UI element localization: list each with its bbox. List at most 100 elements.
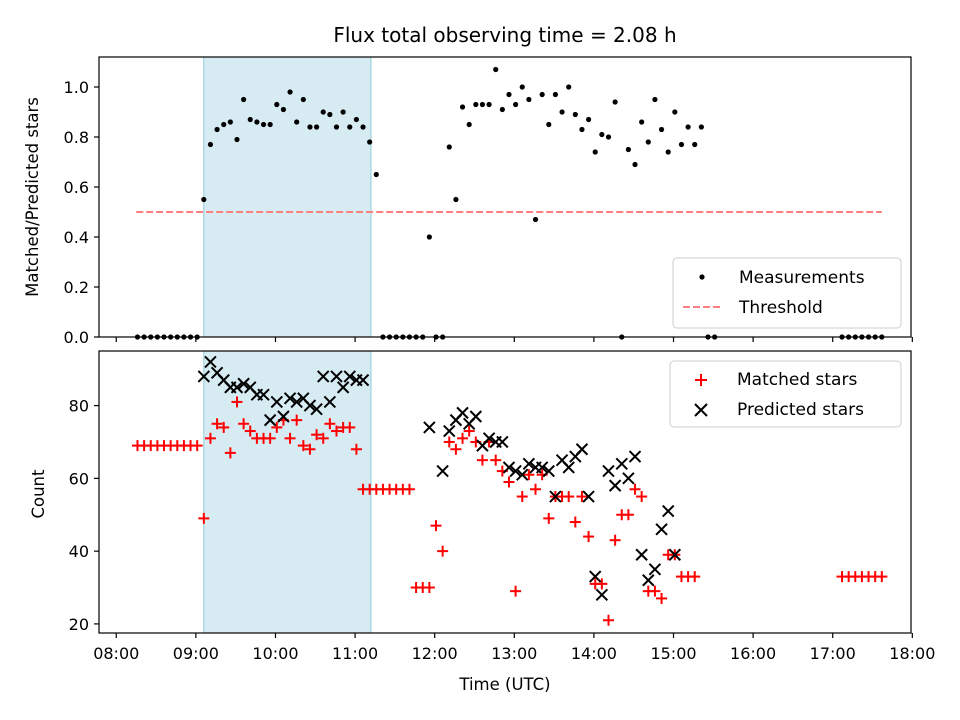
measurement-point <box>486 101 492 108</box>
top-x-ticks <box>115 337 913 342</box>
top-legend: Measurements Threshold <box>672 257 902 329</box>
measurement-point <box>665 149 671 155</box>
x-tick-label: 13:00 <box>491 644 537 663</box>
x-tick-label: 17:00 <box>810 644 856 663</box>
predicted-star-point <box>502 461 516 474</box>
matched-star-point <box>291 414 303 426</box>
predicted-star-point <box>542 464 555 478</box>
predicted-star-point <box>290 395 303 409</box>
matched-star-point <box>238 418 250 430</box>
measurement-point <box>625 146 631 153</box>
predicted-star-point <box>516 468 529 481</box>
matched-star-point <box>244 425 256 437</box>
matched-star-point <box>457 432 469 444</box>
matched-star-point <box>284 432 296 444</box>
measurement-point <box>207 141 214 148</box>
top-shaded-region <box>203 56 372 338</box>
measurement-point <box>652 96 658 103</box>
measurement-point <box>333 124 340 130</box>
measurement-point <box>300 96 306 103</box>
bottom-legend: Matched stars Predicted stars <box>669 360 902 428</box>
measurement-point <box>466 121 472 128</box>
measurement-point <box>241 96 247 103</box>
measurement-point <box>280 106 287 113</box>
matched-star-point <box>583 531 595 543</box>
matched-star-point <box>689 571 701 583</box>
matched-star-point <box>609 534 621 546</box>
predicted-star-point <box>237 377 250 390</box>
predicted-star-point <box>535 461 549 474</box>
predicted-star-point <box>509 464 522 478</box>
predicted-star-point <box>615 457 628 471</box>
measurement-point <box>519 84 525 90</box>
predicted-star-point <box>628 450 642 463</box>
bottom-panel: 20 40 60 80 08:00 09:00 10:00 11:00 12:00 13:00 1… <box>29 350 935 694</box>
measurement-point <box>254 119 260 125</box>
predicted-star-point <box>270 395 283 409</box>
measurement-point <box>367 139 373 145</box>
matched-star-point <box>224 447 236 459</box>
bottom-y-tick-label: 80 <box>69 397 89 416</box>
legend-measurements-label: Measurements <box>739 268 865 288</box>
measurement-point <box>639 119 645 125</box>
matched-star-point <box>563 491 575 503</box>
top-panel: 0.0 0.2 0.4 0.6 0.8 1.0 Matched/Predicted sta… <box>23 56 913 347</box>
legend-matched-label: Matched stars <box>737 370 857 390</box>
top-y-tick-label: 0.6 <box>64 178 89 197</box>
x-tick-label: 14:00 <box>571 644 617 663</box>
predicted-star-point <box>635 548 648 561</box>
legend-measurements-marker <box>699 274 705 280</box>
matched-star-point <box>430 520 442 532</box>
matched-star-point <box>443 436 455 448</box>
matched-star-point <box>576 491 588 503</box>
matched-star-point <box>271 421 283 433</box>
x-tick-label: 08:00 <box>93 644 139 663</box>
matched-star-point <box>656 592 668 604</box>
bottom-y-tick-label: 20 <box>69 615 89 634</box>
matched-star-point <box>876 571 888 583</box>
measurement-point <box>320 109 326 115</box>
matched-star-point <box>622 509 634 521</box>
predicted-star-point <box>482 432 496 445</box>
measurement-point <box>552 91 559 98</box>
predicted-star-point <box>661 504 675 518</box>
predicted-star-point <box>343 370 356 383</box>
predicted-star-point <box>456 406 469 420</box>
predicted-star-point <box>496 435 509 449</box>
measurement-point <box>267 121 273 128</box>
predicted-star-point <box>257 388 270 401</box>
measurement-point <box>513 101 519 108</box>
measurement-point <box>340 109 346 115</box>
predicted-star-point <box>204 355 217 369</box>
measurement-point <box>453 196 459 203</box>
matched-star-point <box>211 418 223 430</box>
matched-star-point <box>629 483 641 495</box>
matched-star-point <box>516 491 528 503</box>
predicted-star-point <box>277 410 290 423</box>
matched-star-point <box>636 491 648 503</box>
matched-star-point <box>543 512 555 524</box>
top-y-axis-label: Matched/Predicted stars <box>23 97 42 297</box>
bottom-y-tick-label: 40 <box>69 542 89 561</box>
measurement-point <box>307 124 313 130</box>
bottom-axes-frame <box>98 350 912 634</box>
bottom-y-tick-label: 60 <box>69 469 89 488</box>
predicted-star-point <box>330 370 343 383</box>
measurement-point <box>658 126 665 133</box>
matched-star-point <box>510 585 522 597</box>
predicted-star-point <box>443 424 456 438</box>
measurement-point <box>227 119 233 125</box>
legend-matched-marker <box>695 374 707 386</box>
predicted-star-point <box>303 399 317 412</box>
matched-star-point <box>231 396 243 408</box>
matched-star-point <box>218 421 230 433</box>
measurement-point <box>678 141 685 148</box>
measurement-point <box>360 124 366 130</box>
predicted-star-point <box>608 479 622 492</box>
matched-star-point <box>317 432 329 444</box>
legend-predicted-marker <box>694 403 708 417</box>
measurement-point <box>201 196 207 203</box>
matched-star-point <box>649 585 661 597</box>
bottom-shaded-region <box>203 350 372 634</box>
